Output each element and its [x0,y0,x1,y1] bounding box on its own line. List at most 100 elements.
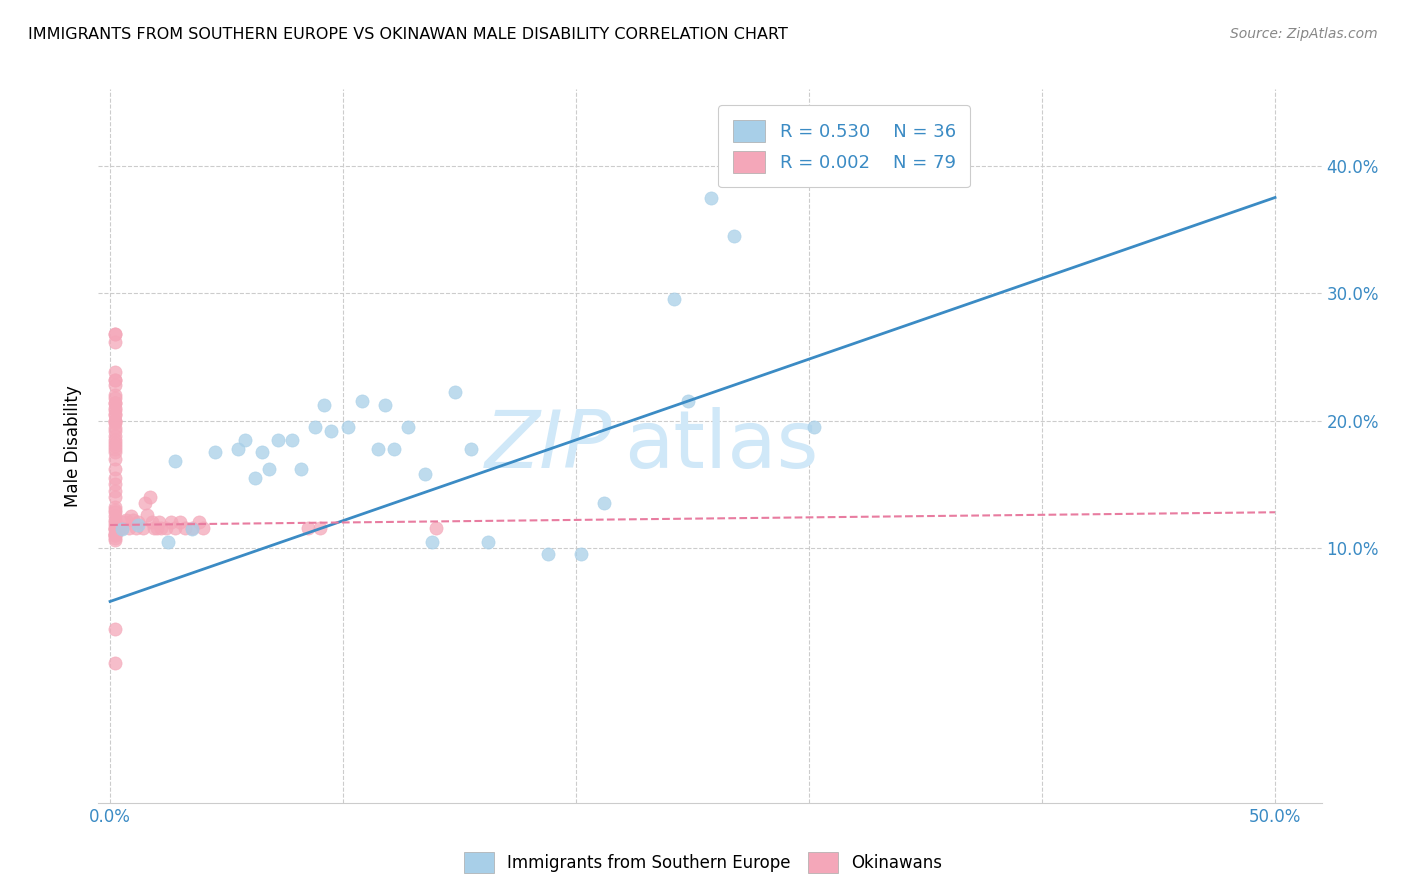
Point [104,326,127,341]
Point [104,395,127,409]
Point [193,520,215,534]
Point [257,462,280,476]
Point [104,429,127,443]
Point [127,516,149,530]
Point [104,483,127,498]
Point [104,326,127,341]
Point [187,516,209,530]
Point [138,490,160,504]
Point [723,228,745,243]
Point [104,509,127,524]
Point [118,520,141,534]
Point [396,420,419,434]
Point [148,516,170,530]
Point [104,520,127,534]
Point [104,522,127,536]
Point [233,433,256,447]
Point [104,403,127,417]
Point [104,518,127,533]
Point [141,516,163,530]
Text: IMMIGRANTS FROM SOUTHERN EUROPE VS OKINAWAN MALE DISABILITY CORRELATION CHART: IMMIGRANTS FROM SOUTHERN EUROPE VS OKINA… [28,27,787,42]
Point [593,496,616,510]
Point [226,442,249,456]
Point [104,533,127,548]
Point [374,398,396,412]
Point [104,421,127,435]
Point [157,534,180,549]
Point [444,385,467,400]
Point [104,388,127,402]
Point [700,190,723,204]
Point [290,462,312,476]
Point [308,520,330,534]
Point [104,436,127,450]
Point [420,534,443,549]
Point [297,520,319,534]
Point [104,334,127,349]
Legend: R = 0.530    N = 36, R = 0.002    N = 79: R = 0.530 N = 36, R = 0.002 N = 79 [718,105,970,187]
Point [169,516,191,530]
Point [136,508,159,522]
Point [104,490,127,504]
Point [104,522,127,536]
Point [477,534,499,549]
Point [111,522,134,536]
Point [662,293,685,307]
Point [104,445,127,459]
Point [120,509,142,524]
Point [127,518,149,533]
Point [104,656,127,670]
Text: ZIP: ZIP [485,407,612,485]
Point [104,433,127,447]
Point [304,420,326,434]
Point [267,433,290,447]
Point [125,520,148,534]
Point [104,407,127,421]
Point [104,413,127,427]
Y-axis label: Male Disability: Male Disability [65,385,83,507]
Point [104,391,127,405]
Point [104,413,127,427]
Point [104,528,127,542]
Point [569,547,592,561]
Point [367,442,389,456]
Point [104,439,127,453]
Point [460,442,482,456]
Point [104,477,127,491]
Point [350,394,373,409]
Point [336,420,359,434]
Point [131,520,153,534]
Point [250,445,273,459]
Point [165,454,187,468]
Point [104,525,127,540]
Point [159,516,181,530]
Point [104,401,127,415]
Point [803,420,825,434]
Point [104,373,127,387]
Point [112,516,135,530]
Point [134,496,156,510]
Point [104,500,127,515]
Point [104,528,127,542]
Point [104,442,127,456]
Point [104,416,127,430]
Text: Source: ZipAtlas.com: Source: ZipAtlas.com [1230,27,1378,41]
Point [204,445,226,459]
Point [180,522,202,536]
Point [104,528,127,542]
Point [115,513,138,527]
Point [104,377,127,392]
Point [104,516,127,530]
Point [243,471,266,485]
Point [425,520,447,534]
Point [104,513,127,527]
Point [104,409,127,423]
Point [104,471,127,485]
Point [321,424,343,438]
Point [150,520,173,534]
Text: atlas: atlas [624,407,818,485]
Point [108,522,131,536]
Point [104,424,127,438]
Point [165,520,187,534]
Point [676,394,699,409]
